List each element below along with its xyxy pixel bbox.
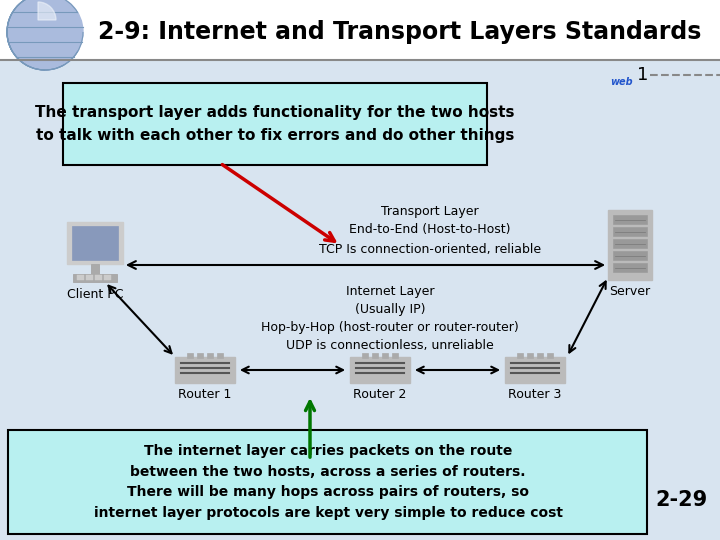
- Text: Router 1: Router 1: [179, 388, 232, 401]
- Text: 1: 1: [636, 66, 648, 84]
- Wedge shape: [38, 2, 56, 20]
- Bar: [0, 0, 720, 60]
- Bar: [362, 353, 368, 358]
- Bar: [217, 353, 223, 358]
- Text: 2-9: Internet and Transport Layers Standards: 2-9: Internet and Transport Layers Stand…: [99, 20, 702, 44]
- Bar: [207, 353, 213, 358]
- Bar: [382, 353, 388, 358]
- Bar: [527, 353, 533, 358]
- Bar: [372, 353, 378, 358]
- Text: The transport layer adds functionality for the two hosts
to talk with each other: The transport layer adds functionality f…: [35, 105, 515, 143]
- Bar: [175, 357, 235, 383]
- Bar: [350, 357, 410, 383]
- Bar: [72, 226, 118, 260]
- Bar: [0, 60, 720, 540]
- Text: web: web: [610, 77, 633, 87]
- Bar: [187, 353, 193, 358]
- Bar: [547, 353, 553, 358]
- Text: Client PC: Client PC: [67, 288, 123, 301]
- Text: Router 3: Router 3: [508, 388, 562, 401]
- Bar: [77, 275, 84, 280]
- Bar: [104, 275, 111, 280]
- Text: Server: Server: [609, 285, 651, 298]
- Text: Transport Layer
End-to-End (Host-to-Host)
TCP Is connection-oriented, reliable: Transport Layer End-to-End (Host-to-Host…: [319, 205, 541, 255]
- Bar: [505, 357, 565, 383]
- Text: The internet layer carries packets on the route
between the two hosts, across a : The internet layer carries packets on th…: [94, 444, 562, 520]
- Bar: [613, 263, 647, 272]
- Bar: [517, 353, 523, 358]
- Text: 2-29: 2-29: [656, 490, 708, 510]
- Bar: [613, 239, 647, 248]
- FancyBboxPatch shape: [8, 430, 647, 534]
- Bar: [613, 227, 647, 236]
- Circle shape: [7, 0, 83, 70]
- Bar: [91, 264, 99, 274]
- Bar: [613, 251, 647, 260]
- Bar: [537, 353, 543, 358]
- Bar: [608, 210, 652, 280]
- Bar: [197, 353, 203, 358]
- Bar: [73, 274, 117, 282]
- Text: Router 2: Router 2: [354, 388, 407, 401]
- Bar: [613, 215, 647, 224]
- Text: Internet Layer
(Usually IP)
Hop-by-Hop (host-router or router-router)
UDP is con: Internet Layer (Usually IP) Hop-by-Hop (…: [261, 285, 519, 352]
- Bar: [392, 353, 398, 358]
- Bar: [67, 222, 123, 264]
- Bar: [95, 275, 102, 280]
- FancyBboxPatch shape: [63, 83, 487, 165]
- Bar: [86, 275, 93, 280]
